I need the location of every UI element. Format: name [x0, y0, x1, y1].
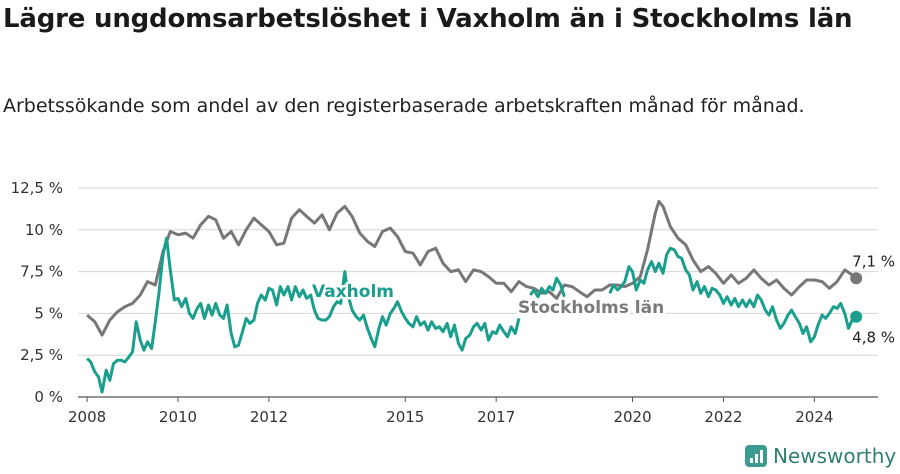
x-tick-label: 2020: [613, 408, 651, 426]
x-tick-label: 2017: [477, 408, 515, 426]
end-label-stockholms-lan: 7,1 %: [852, 252, 895, 270]
series-label-stockholms-lan: Stockholms län: [518, 298, 664, 318]
series-line-vaxholm: [608, 246, 858, 344]
x-axis: 2008 2010 2012 2015 2017 2020 2022 2024: [68, 397, 833, 426]
x-tick-label: 2010: [159, 408, 197, 426]
grid-lines: [78, 187, 878, 398]
chart-subtitle: Arbetssökande som andel av den registerb…: [3, 95, 805, 117]
series-label-vaxholm-halo: Vaxholm: [312, 282, 394, 302]
series-label-stockholms-lan-halo: Stockholms län: [518, 298, 664, 318]
end-point-stockholms-lan: [850, 272, 863, 285]
y-tick-label: 10 %: [25, 221, 63, 239]
x-tick-label: 2012: [250, 408, 288, 426]
x-tick-label: 2022: [704, 408, 742, 426]
series-line-vaxholm: [529, 276, 566, 299]
end-label-vaxholm: 4,8 %: [852, 329, 895, 347]
series-lines: [86, 199, 863, 394]
y-tick-label: 0 %: [34, 388, 63, 406]
brand-name: Newsworthy: [773, 444, 897, 468]
series-line-stockholms-lan: [86, 199, 858, 337]
y-tick-label: 2,5 %: [20, 346, 63, 364]
y-axis: 0 % 2,5 % 5 % 7,5 % 10 % 12,5 %: [11, 179, 63, 406]
x-tick-label: 2008: [68, 408, 106, 426]
x-tick-label: 2015: [386, 408, 424, 426]
y-tick-label: 12,5 %: [11, 179, 63, 197]
end-point-vaxholm: [850, 310, 863, 323]
series-label-vaxholm: Vaxholm: [312, 282, 394, 302]
y-tick-label: 5 %: [34, 304, 63, 322]
x-tick-label: 2024: [795, 408, 833, 426]
bar-chart-icon: [745, 445, 767, 467]
y-tick-label: 7,5 %: [20, 263, 63, 281]
brand-logo: Newsworthy: [745, 444, 896, 468]
chart-title: Lägre ungdomsarbetslöshet i Vaxholm än i…: [3, 4, 853, 34]
series-line-vaxholm: [86, 236, 521, 394]
